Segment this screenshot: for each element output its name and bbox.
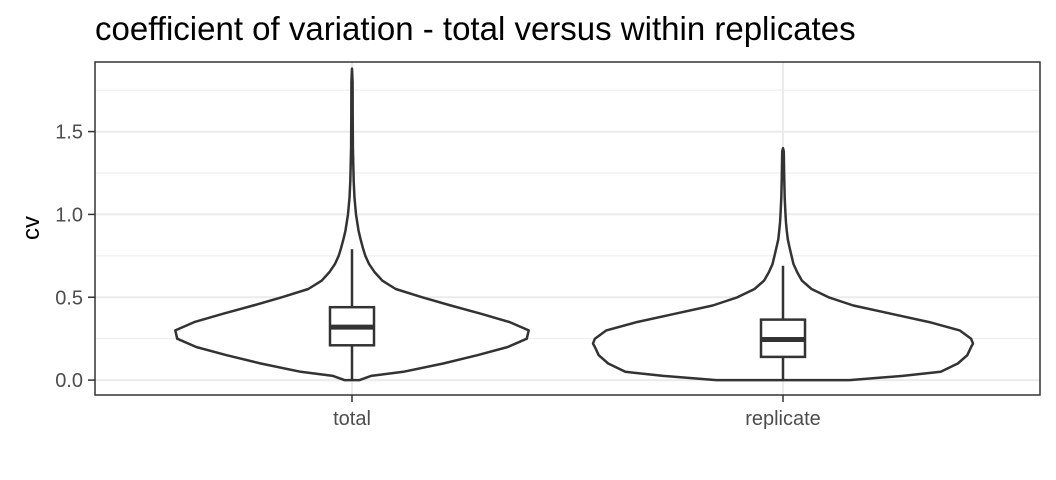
y-axis-title: cv [18, 216, 45, 240]
x-tick-label-replicate: replicate [745, 408, 821, 430]
boxplots [328, 249, 807, 381]
x-tick-label-total: total [333, 408, 371, 430]
y-tick-label: 1.0 [55, 204, 83, 226]
y-axis: 0.0 0.5 1.0 1.5 [55, 122, 95, 392]
panel-border-rect [94, 61, 1041, 396]
panel-border [94, 61, 1041, 396]
violin-total [174, 67, 530, 382]
violin-replicate [591, 146, 975, 382]
chart-title: coefficient of variation - total versus … [95, 10, 856, 47]
x-axis: total replicate [333, 395, 821, 430]
violins [174, 67, 975, 382]
y-tick-label: 0.0 [55, 370, 83, 392]
y-tick-label: 1.5 [55, 122, 83, 144]
y-tick-label: 0.5 [55, 287, 83, 309]
